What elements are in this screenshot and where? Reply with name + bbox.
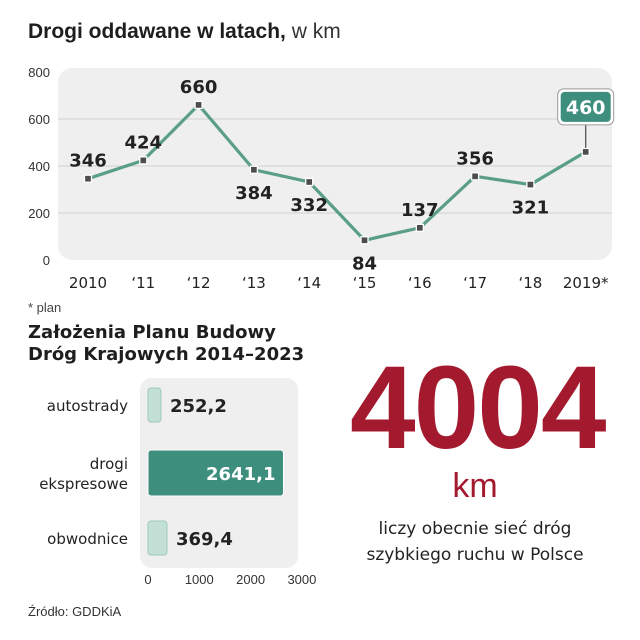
bar-value-label: 252,2 <box>170 396 227 417</box>
bar-category-label: obwodnice <box>47 530 128 548</box>
data-point <box>415 223 424 232</box>
highlight-desc-line2: szybkiego ruchu w Polsce <box>366 545 584 565</box>
data-point <box>305 177 314 187</box>
bar-category-label: autostrady <box>47 397 128 415</box>
x-tick-label: 3000 <box>287 572 316 587</box>
data-label: 84 <box>352 253 377 274</box>
data-point <box>581 147 590 157</box>
line-chart-title: Drogi oddawane w latach, w km <box>28 20 341 44</box>
y-tick-label: 800 <box>28 65 50 80</box>
line-chart-unit: w km <box>291 20 341 43</box>
highlight-number: 4004 <box>350 342 607 474</box>
bar-chart: 252,2 autostrady 2641,1 drogi ekspresowe 369,… <box>39 378 316 587</box>
y-tick-label: 400 <box>28 159 50 174</box>
bar-chart-title-line1: Założenia Planu Budowy <box>28 322 276 343</box>
line-chart: 0 200 400 600 800 346 424 660 384 332 84 137 356 321 4… <box>28 65 615 292</box>
x-tick-label: ‘14 <box>297 274 321 292</box>
bar <box>147 387 162 423</box>
bar <box>147 520 168 556</box>
x-tick-label: 1000 <box>185 572 214 587</box>
y-tick-label: 200 <box>28 206 50 221</box>
data-point <box>526 180 535 189</box>
data-point <box>360 236 369 245</box>
x-tick-label: 2000 <box>236 572 265 587</box>
data-label: 460 <box>566 97 606 119</box>
highlight-unit: km <box>452 467 498 505</box>
data-label: 137 <box>401 200 439 221</box>
highlight-box <box>560 91 611 122</box>
y-tick-label: 0 <box>43 253 50 268</box>
data-point <box>194 100 203 110</box>
bar-category-label: ekspresowe <box>39 475 128 493</box>
x-tick-label: ‘11 <box>131 274 155 292</box>
data-point <box>470 172 480 181</box>
bar-value-label: 2641,1 <box>206 464 275 485</box>
x-tick-label: ‘16 <box>408 274 432 292</box>
series-line <box>87 103 587 242</box>
highlight-desc-line1: liczy obecnie sieć dróg <box>378 519 572 539</box>
data-label: 660 <box>180 77 218 98</box>
data-point <box>83 174 93 183</box>
y-tick-label: 600 <box>28 112 50 127</box>
x-tick-label: 2010 <box>69 274 107 292</box>
data-point <box>249 165 259 174</box>
bar-chart-title-line2: Dróg Krajowych 2014–2023 <box>28 344 305 365</box>
source-note: Źródło: GDDKiA <box>28 604 122 619</box>
bar-category-label: drogi <box>90 455 128 473</box>
chart-panel <box>58 68 612 260</box>
bar-chart-title: Założenia Planu Budowy Dróg Krajowych 20… <box>28 322 348 366</box>
x-tick-label: ‘18 <box>518 274 542 292</box>
x-tick-label: ‘15 <box>353 274 377 292</box>
bar <box>147 449 284 497</box>
line-chart-title-text: Drogi oddawane w latach, <box>28 20 286 43</box>
data-label: 321 <box>512 198 550 219</box>
plan-footnote: * plan <box>28 300 62 315</box>
x-tick-label: ‘17 <box>463 274 487 292</box>
data-label: 424 <box>125 132 163 153</box>
x-tick-label: 2019* <box>563 274 609 292</box>
x-tick-label: ‘13 <box>242 274 266 292</box>
data-label: 356 <box>456 148 494 169</box>
highlight-description: liczy obecnie sieć dróg szybkiego ruchu … <box>330 516 620 568</box>
x-tick-label: 0 <box>144 572 151 587</box>
bar-value-label: 369,4 <box>176 529 233 550</box>
data-label: 384 <box>235 183 273 204</box>
data-point <box>139 156 148 165</box>
data-label: 332 <box>290 195 328 216</box>
data-label: 346 <box>69 151 107 172</box>
x-tick-label: ‘12 <box>187 274 211 292</box>
